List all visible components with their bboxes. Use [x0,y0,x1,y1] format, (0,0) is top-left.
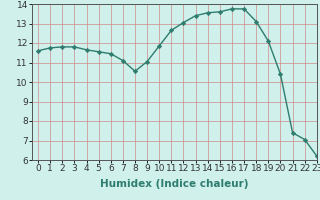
X-axis label: Humidex (Indice chaleur): Humidex (Indice chaleur) [100,179,249,189]
